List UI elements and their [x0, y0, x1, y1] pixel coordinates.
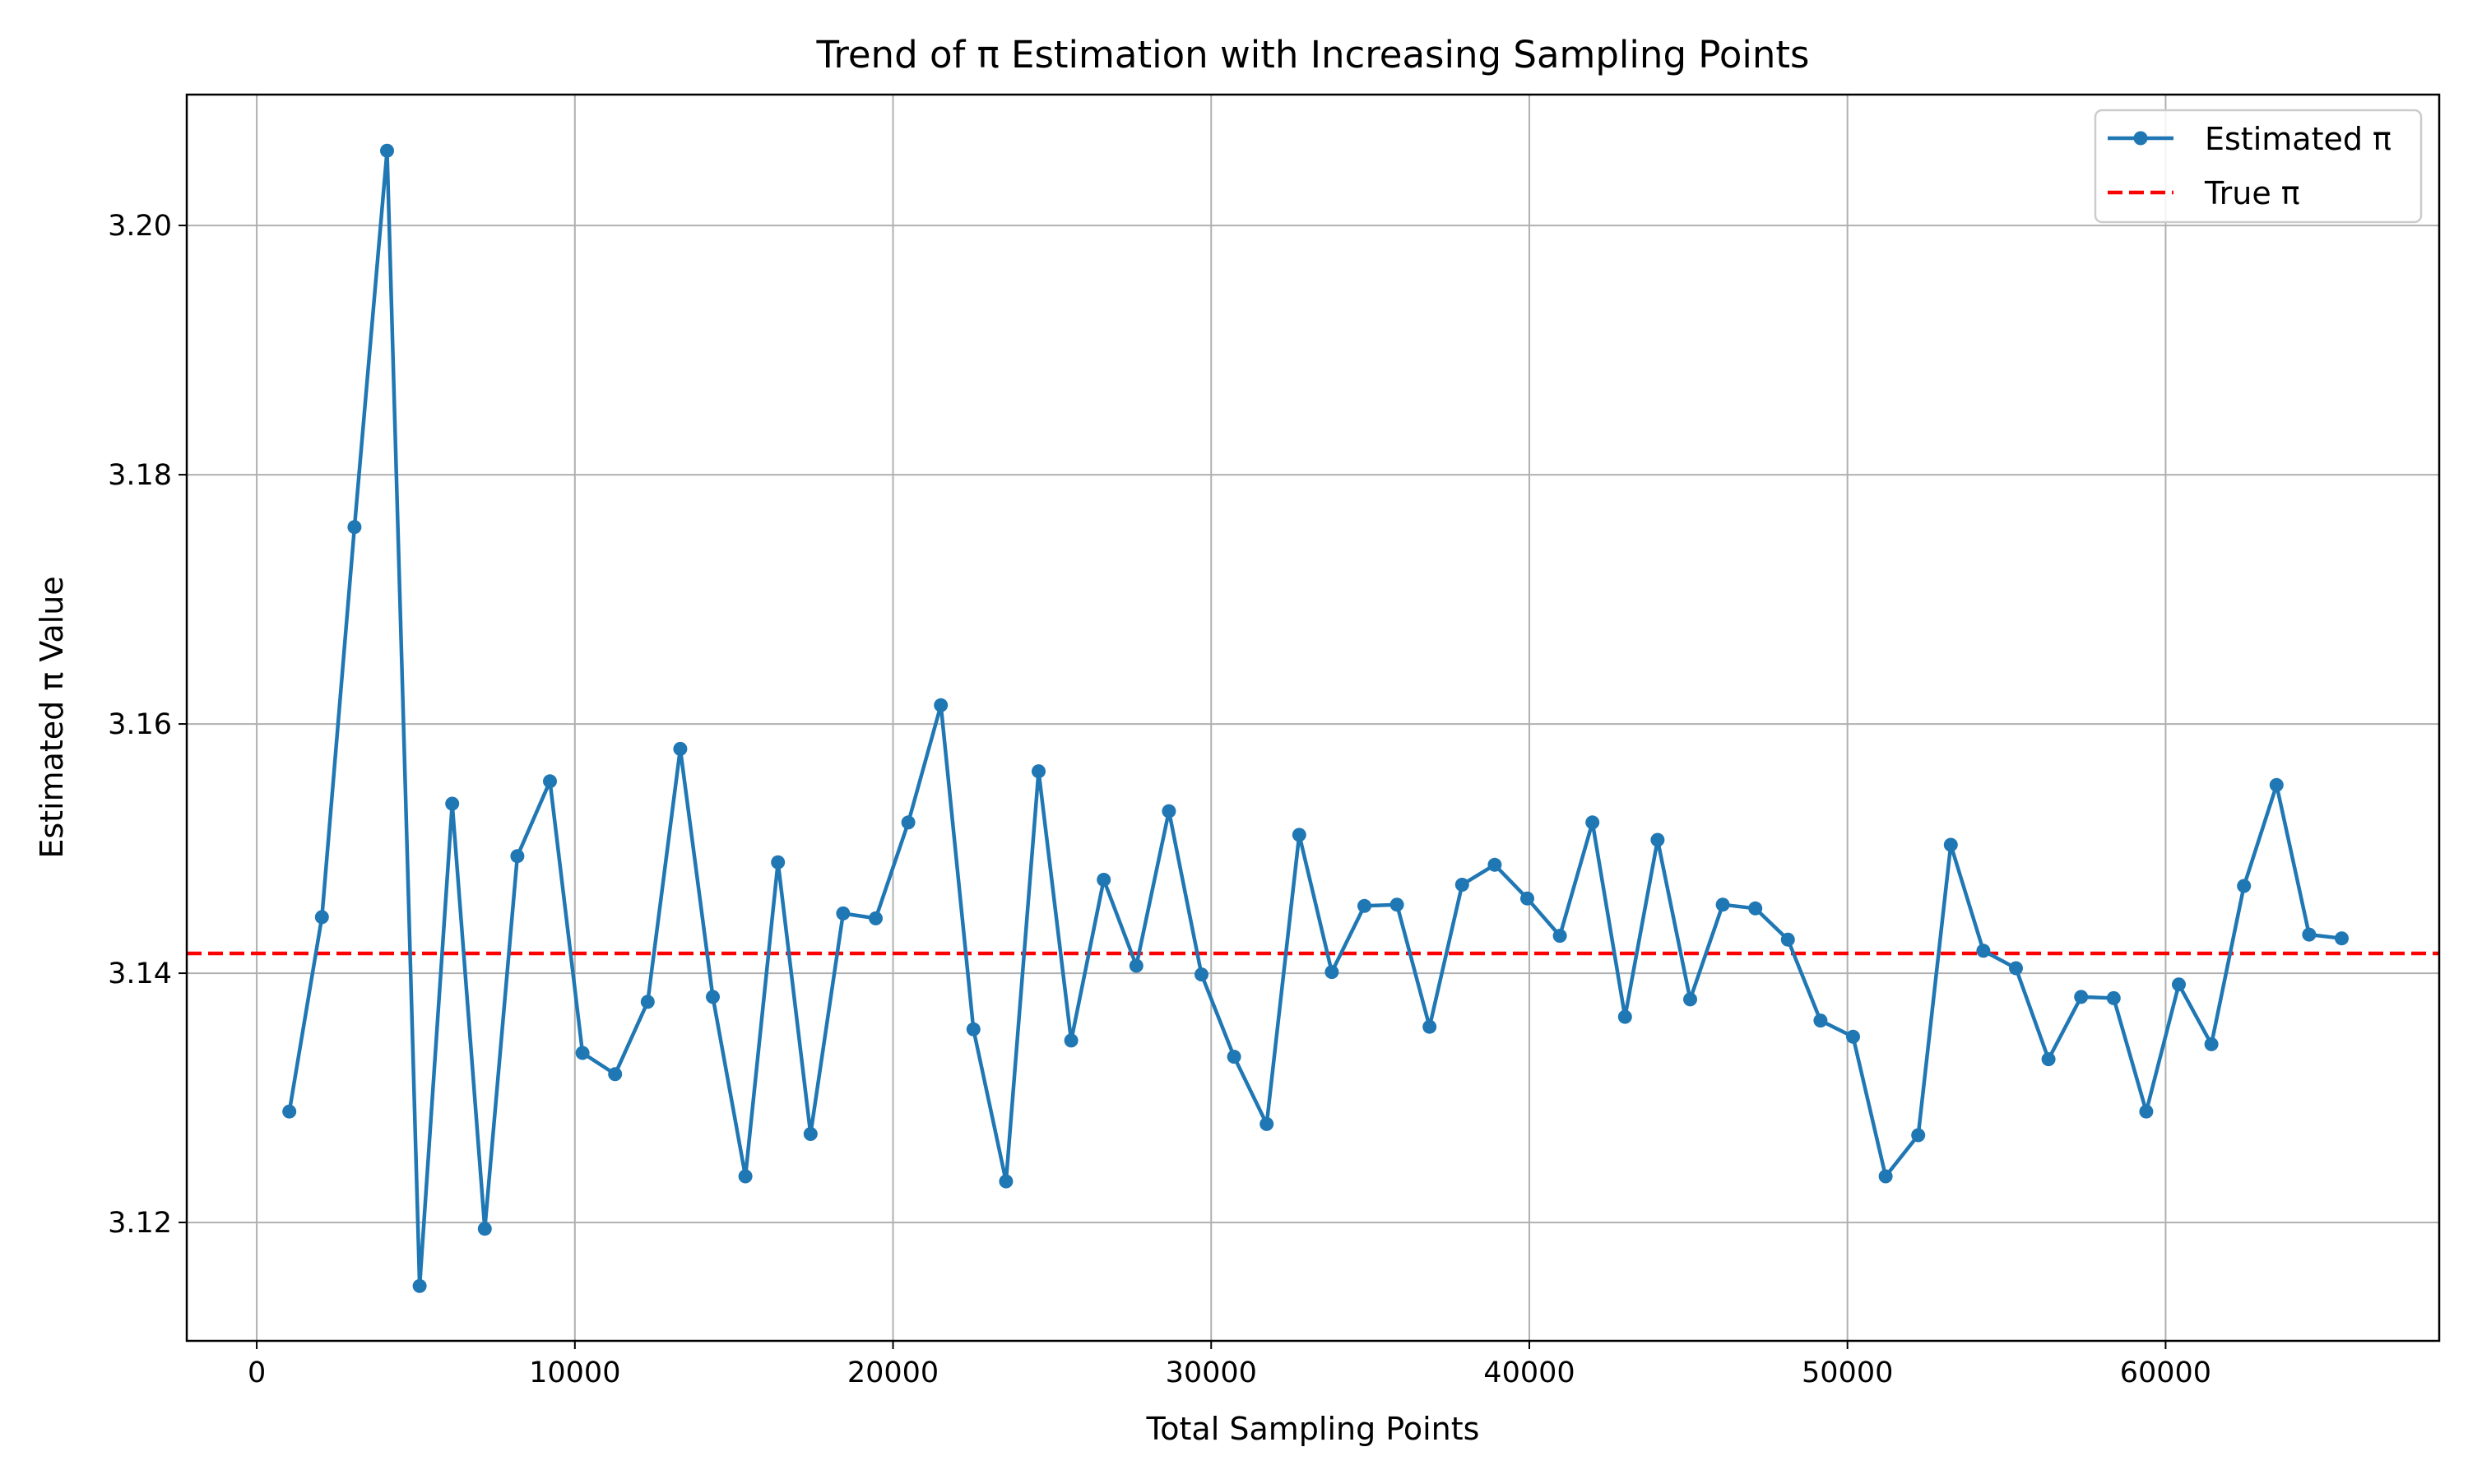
y-axis-ticks: 3.12 3.14 3.16 3.18 3.20: [108, 210, 187, 1240]
legend-box: [2094, 109, 2423, 224]
estimated-pi-point: [1129, 958, 1144, 973]
estimated-pi-point: [2335, 931, 2349, 946]
estimated-pi-point: [2041, 1052, 2056, 1067]
estimated-pi-point: [673, 741, 688, 756]
estimated-pi-point: [2009, 961, 2023, 976]
estimated-pi-point: [1748, 901, 1763, 916]
legend-label-estimated: Estimated π: [2205, 121, 2391, 157]
estimated-pi-point: [1162, 804, 1176, 819]
estimated-pi-point: [1357, 898, 1371, 913]
estimated-pi-point: [1487, 857, 1502, 872]
y-tick-label: 3.14: [108, 958, 172, 990]
estimated-pi-point: [1324, 965, 1339, 980]
y-tick-label: 3.20: [108, 210, 172, 243]
estimated-pi-line: [287, 148, 2342, 1288]
estimated-pi-point: [869, 911, 883, 925]
estimated-pi-point: [2074, 990, 2089, 1004]
estimated-pi-point: [1617, 1009, 1632, 1024]
chart-title: Trend of π Estimation with Increasing Sa…: [815, 33, 1809, 77]
estimated-pi-point: [510, 849, 525, 864]
estimated-pi-point: [1032, 764, 1046, 779]
estimated-pi-point: [1846, 1029, 1860, 1044]
estimated-pi-point: [1389, 897, 1404, 912]
estimated-pi-point: [1292, 828, 1306, 842]
estimated-pi-point: [347, 520, 362, 535]
x-tick-label: 20000: [847, 1356, 939, 1389]
estimated-pi-point: [1943, 837, 1958, 852]
x-axis-label: Total Sampling Points: [1146, 1411, 1480, 1447]
estimated-pi-point: [380, 143, 394, 158]
estimated-pi-point: [1683, 992, 1697, 1007]
estimated-pi-point: [1715, 897, 1730, 912]
estimated-pi-point: [1780, 932, 1795, 947]
y-tick-label: 3.12: [108, 1207, 172, 1240]
estimated-pi-point: [2106, 990, 2121, 1005]
estimated-pi-point: [803, 1127, 818, 1141]
estimated-pi-point: [543, 774, 557, 789]
estimated-pi-point: [771, 855, 786, 870]
estimated-pi-point: [706, 990, 720, 1004]
estimated-pi-point: [1422, 1019, 1437, 1034]
estimated-pi-point: [999, 1174, 1014, 1189]
x-tick-label: 30000: [1166, 1356, 1257, 1389]
estimated-pi-point: [1976, 944, 1991, 958]
estimated-pi-point: [1520, 891, 1534, 906]
estimated-pi-point: [934, 698, 949, 712]
estimated-pi-point: [640, 995, 655, 1009]
estimated-pi-point: [1097, 873, 1111, 887]
estimated-pi-point: [966, 1022, 981, 1036]
estimated-pi-point: [1650, 832, 1665, 847]
estimated-pi-point: [445, 796, 460, 811]
estimated-pi-point: [1911, 1128, 1926, 1143]
estimated-pi-point: [1064, 1033, 1079, 1048]
estimated-pi-point: [1585, 815, 1600, 830]
estimated-pi-point: [1813, 1013, 1828, 1028]
estimated-pi-point: [1878, 1169, 1893, 1184]
x-tick-label: 40000: [1483, 1356, 1575, 1389]
estimated-pi-point: [608, 1067, 623, 1082]
estimated-pi-point: [412, 1278, 427, 1293]
estimated-pi-point: [2237, 879, 2252, 893]
estimated-pi-point: [314, 910, 329, 925]
x-tick-label: 10000: [529, 1356, 620, 1389]
estimated-pi-point: [738, 1169, 753, 1184]
estimated-pi-point: [1195, 967, 1208, 982]
estimated-pi-point: [2302, 927, 2317, 942]
estimated-pi-point: [1260, 1116, 1274, 1131]
estimated-pi-point: [575, 1046, 590, 1060]
estimated-pi-point: [836, 906, 851, 921]
legend-label-true-pi: True π: [2204, 175, 2300, 211]
x-tick-label: 0: [248, 1356, 266, 1389]
x-tick-label: 60000: [2120, 1356, 2211, 1389]
series-layer: [282, 143, 2349, 1293]
estimated-pi-point: [2204, 1036, 2219, 1051]
x-axis-ticks: 0 10000 20000 30000 40000 50000 60000: [248, 1341, 2211, 1389]
legend: Estimated π True π: [2094, 109, 2423, 224]
plot-frame: [185, 93, 2441, 1343]
estimated-pi-point: [2139, 1104, 2154, 1119]
y-tick-label: 3.18: [108, 459, 172, 492]
estimated-pi-point: [282, 1104, 297, 1119]
legend-marker-estimated: [2133, 131, 2148, 146]
estimated-pi-point: [1454, 878, 1469, 892]
y-tick-label: 3.16: [108, 708, 172, 741]
estimated-pi-point: [2172, 977, 2186, 992]
estimated-pi-point: [1552, 929, 1567, 944]
estimated-pi-point: [1227, 1050, 1241, 1064]
x-tick-label: 50000: [1802, 1356, 1893, 1389]
estimated-pi-point: [477, 1222, 492, 1236]
estimated-pi-point: [901, 815, 916, 830]
y-axis-label: Estimated π Value: [34, 576, 70, 858]
estimated-pi-point: [2269, 777, 2284, 792]
grid-lines: [187, 95, 2439, 1341]
